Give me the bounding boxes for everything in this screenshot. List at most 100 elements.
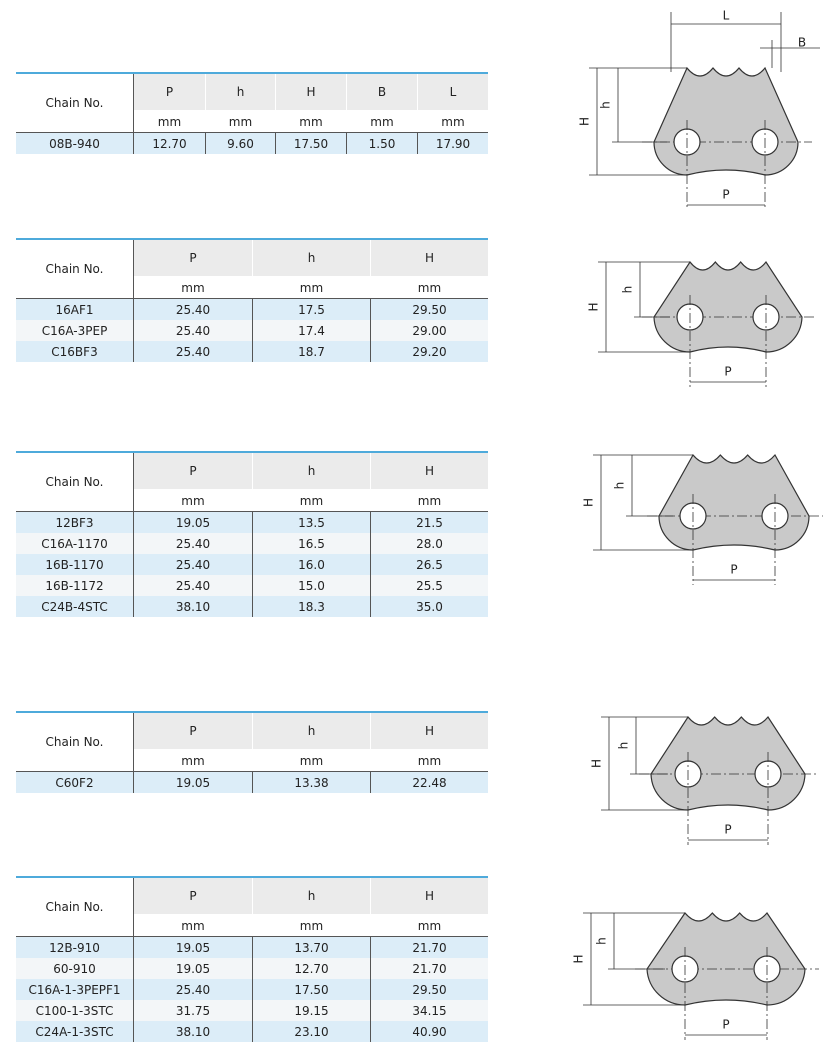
table-cell: 23.10 xyxy=(252,1021,370,1042)
dim-label: h xyxy=(613,482,627,490)
table-cell: 21.70 xyxy=(370,937,488,958)
table-cell: 16B-1170 xyxy=(16,554,133,575)
table-cell: 18.7 xyxy=(252,341,370,362)
table-cell: 12BF3 xyxy=(16,512,133,533)
unit-rule xyxy=(16,511,488,512)
table-top-rule xyxy=(16,238,488,240)
dim-label: P xyxy=(724,823,731,837)
table-cell: 21.5 xyxy=(370,512,488,533)
col-rule xyxy=(133,240,134,298)
table-cell: 12.70 xyxy=(252,958,370,979)
header-cell: L xyxy=(418,74,488,110)
header-cell: H xyxy=(371,240,488,276)
unit-cell: mm xyxy=(441,115,465,129)
table-cell: 29.50 xyxy=(370,299,488,320)
header-cell: P xyxy=(134,878,252,914)
table-top-rule xyxy=(16,711,488,713)
unit-cell: mm xyxy=(417,281,442,295)
table-cell: 17.5 xyxy=(252,299,370,320)
table-cell: 29.20 xyxy=(370,341,488,362)
dim-label: H xyxy=(590,759,604,768)
dim-label: B xyxy=(798,36,806,50)
unit-cell: mm xyxy=(299,115,323,129)
table-cell: 31.75 xyxy=(133,1000,252,1021)
table-cell: 17.90 xyxy=(417,133,488,154)
header-cell: h xyxy=(253,453,370,489)
dim-label: P xyxy=(730,563,737,577)
table-cell: C16A-1170 xyxy=(16,533,133,554)
unit-cell: mm xyxy=(417,919,442,933)
table-cell: 15.0 xyxy=(252,575,370,596)
header-cell: B xyxy=(347,74,417,110)
dim-label: P xyxy=(722,188,729,202)
dim-label: P xyxy=(722,1018,729,1032)
header-cell: Chain No. xyxy=(45,96,104,110)
unit-cell: mm xyxy=(299,281,324,295)
table-top-rule xyxy=(16,451,488,453)
table-cell: 16.0 xyxy=(252,554,370,575)
table-cell: 13.70 xyxy=(252,937,370,958)
table-cell: 18.3 xyxy=(252,596,370,617)
header-cell: Chain No. xyxy=(45,262,104,276)
table-cell: 22.48 xyxy=(370,772,488,793)
table-cell: 38.10 xyxy=(133,596,252,617)
header-cell: H xyxy=(371,878,488,914)
table-cell: 29.00 xyxy=(370,320,488,341)
table-cell: 25.40 xyxy=(133,575,252,596)
link-plate xyxy=(653,66,799,176)
link-plate xyxy=(653,260,803,353)
header-cell: H xyxy=(371,453,488,489)
header-cell: P xyxy=(134,240,252,276)
table-top-rule xyxy=(16,876,488,878)
dim-label: h xyxy=(595,937,609,945)
table-cell: 25.40 xyxy=(133,554,252,575)
table-cell: 21.70 xyxy=(370,958,488,979)
unit-cell: mm xyxy=(299,754,324,768)
col-rule xyxy=(133,453,134,511)
table-cell: 19.05 xyxy=(133,772,252,793)
unit-rule xyxy=(16,936,488,937)
dim-label: H xyxy=(582,498,596,507)
unit-cell: mm xyxy=(181,919,205,933)
table-cell: 25.40 xyxy=(133,341,252,362)
header-cell: P xyxy=(134,74,205,110)
table-cell: C24A-1-3STC xyxy=(16,1021,133,1042)
table-cell: C16A-3PEP xyxy=(16,320,133,341)
dim-label: L xyxy=(723,9,730,23)
table-cell: 19.05 xyxy=(133,958,252,979)
unit-cell: mm xyxy=(417,754,442,768)
unit-cell: mm xyxy=(299,494,324,508)
header-cell: Chain No. xyxy=(45,475,104,489)
table-cell: 17.50 xyxy=(252,979,370,1000)
table-cell: 25.40 xyxy=(133,299,252,320)
table-cell: 19.15 xyxy=(252,1000,370,1021)
table-cell: 25.40 xyxy=(133,320,252,341)
table-cell: 1.50 xyxy=(346,133,417,154)
table-cell: 9.60 xyxy=(205,133,275,154)
header-cell: Chain No. xyxy=(45,735,104,749)
unit-cell: mm xyxy=(370,115,394,129)
table-cell: 12.70 xyxy=(133,133,205,154)
link-plate xyxy=(646,912,806,1006)
unit-cell: mm xyxy=(181,281,205,295)
table-cell: 34.15 xyxy=(370,1000,488,1021)
dim-label: H xyxy=(587,302,601,311)
dim-label: P xyxy=(724,365,731,379)
table-top-rule xyxy=(16,72,488,74)
unit-rule xyxy=(16,298,488,299)
unit-rule xyxy=(16,132,488,133)
table-cell: 25.40 xyxy=(133,533,252,554)
unit-cell: mm xyxy=(228,115,253,129)
unit-cell: mm xyxy=(299,919,324,933)
dim-label: h xyxy=(599,101,613,109)
header-cell: P xyxy=(134,453,252,489)
table-cell: 16AF1 xyxy=(16,299,133,320)
dim-label: h xyxy=(617,742,631,750)
table-cell: C24B-4STC xyxy=(16,596,133,617)
col-rule xyxy=(133,74,134,132)
table-cell: 16B-1172 xyxy=(16,575,133,596)
table-cell: 35.0 xyxy=(370,596,488,617)
table-cell: 26.5 xyxy=(370,554,488,575)
